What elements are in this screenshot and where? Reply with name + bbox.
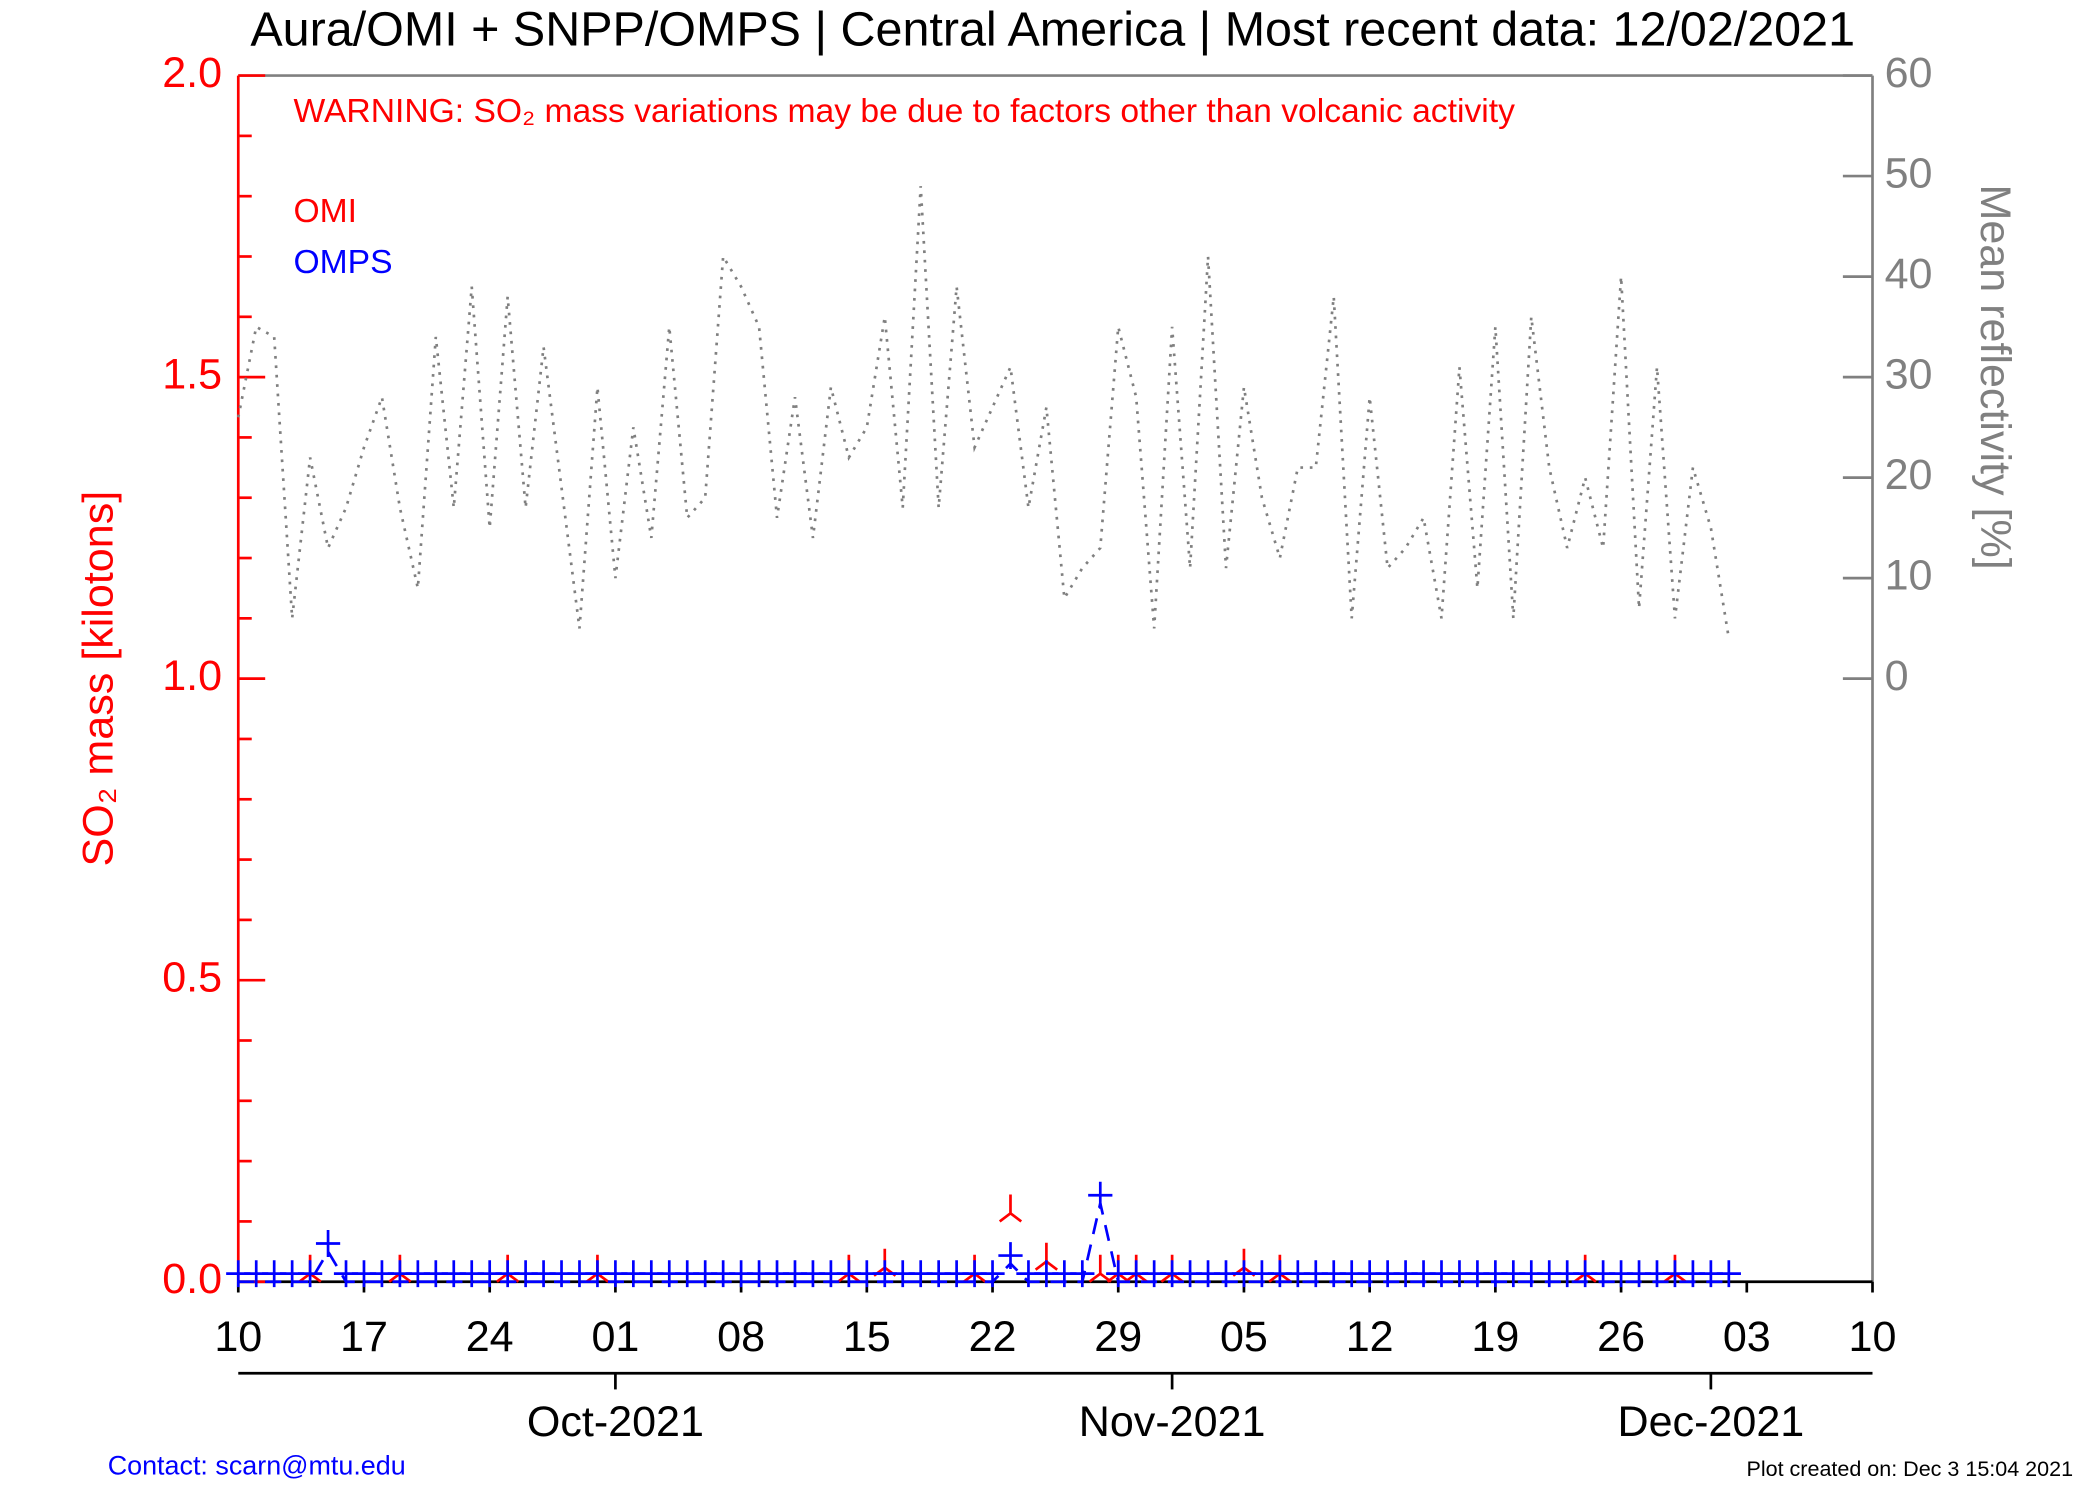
- omi-marker: [998, 1194, 1023, 1223]
- created-note: Plot created on: Dec 3 15:04 2021: [1747, 1457, 2074, 1481]
- x-tick-label: 08: [717, 1313, 765, 1361]
- x-tick-label: 12: [1346, 1313, 1394, 1361]
- chart-title: Aura/OMI + SNPP/OMPS | Central America |…: [250, 2, 1855, 56]
- x-tick-label: 17: [340, 1313, 388, 1361]
- y2-axis-label: Mean reflectivity [%]: [1971, 184, 2019, 569]
- y-axis-label: SO₂ mass [kilotons]: [74, 491, 122, 867]
- x-tick-label: 01: [591, 1313, 639, 1361]
- x-tick-label: 24: [466, 1313, 514, 1361]
- y2-tick-label: 50: [1885, 149, 1933, 197]
- x2-tick-label: Dec-2021: [1618, 1398, 1805, 1446]
- y-tick-label: 2.0: [162, 49, 222, 97]
- warning: WARNING: SO₂ mass variations may be due …: [293, 93, 1515, 130]
- omps-marker: [1716, 1260, 1741, 1288]
- y-tick-label: 0.0: [162, 1255, 222, 1303]
- legend-entry: OMPS: [293, 244, 392, 281]
- y-tick-label: 0.5: [162, 954, 222, 1002]
- x-tick-label: 10: [1849, 1313, 1897, 1361]
- omi-marker: [1088, 1254, 1112, 1283]
- y2-tick-label: 40: [1885, 250, 1933, 298]
- x-tick-label: 10: [214, 1313, 262, 1361]
- x-tick-label: 05: [1220, 1313, 1268, 1361]
- omps-marker: [297, 1260, 323, 1288]
- omps-marker: [315, 1230, 341, 1257]
- y2-tick-label: 30: [1885, 350, 1933, 398]
- y-tick-label: 1.5: [162, 350, 222, 398]
- y2-tick-label: 60: [1885, 49, 1933, 97]
- y2-tick-label: 0: [1885, 652, 1909, 700]
- x-tick-label: 26: [1597, 1313, 1645, 1361]
- omps-marker: [980, 1260, 1005, 1288]
- x-tick-label: 29: [1094, 1313, 1142, 1361]
- omps-marker: [1088, 1181, 1113, 1209]
- y2-tick-label: 20: [1885, 451, 1933, 499]
- x-tick-label: 03: [1723, 1313, 1771, 1361]
- omps-marker: [998, 1242, 1023, 1270]
- x2-tick-label: Nov-2021: [1079, 1398, 1266, 1446]
- legend-entry: OMI: [293, 193, 357, 230]
- x-tick-label: 15: [843, 1313, 891, 1361]
- y-tick-label: 1.0: [162, 652, 222, 700]
- omps-line: [238, 1203, 1729, 1284]
- y2-tick-label: 10: [1885, 552, 1933, 600]
- x2-tick-label: Oct-2021: [527, 1398, 704, 1446]
- x-tick-label: 22: [969, 1313, 1017, 1361]
- contact: Contact: scarn@mtu.edu: [108, 1451, 406, 1481]
- reflectivity-line: [236, 186, 1731, 639]
- omps-marker: [1070, 1260, 1095, 1288]
- x-tick-label: 19: [1471, 1313, 1519, 1361]
